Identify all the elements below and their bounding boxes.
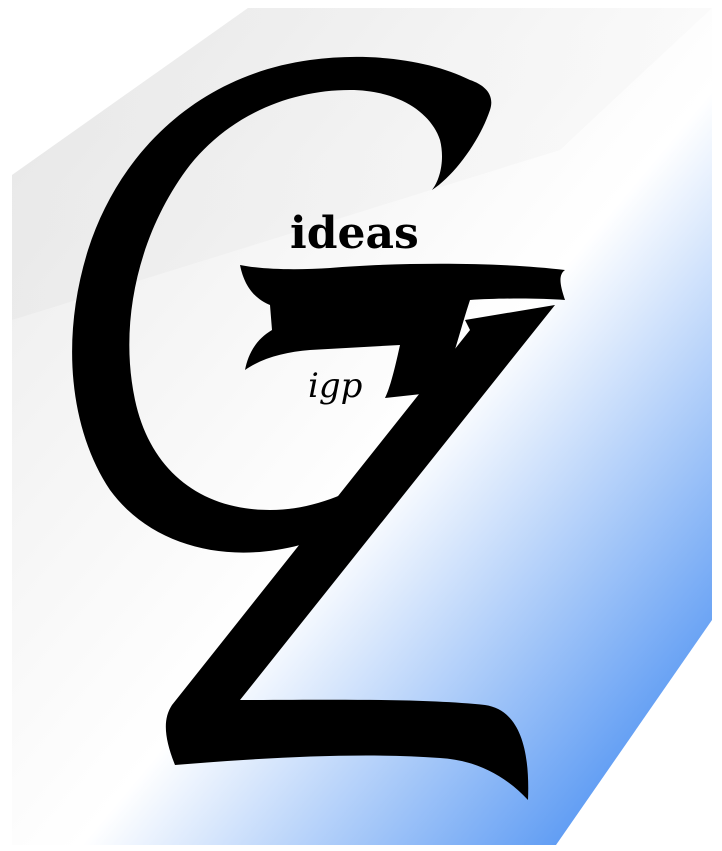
cube-top-bevel-shape bbox=[12, 8, 712, 320]
logo-tagline-text: ideas bbox=[290, 208, 419, 259]
monogram-g-hook-shape bbox=[240, 263, 565, 398]
logo-sub-text: igp bbox=[308, 366, 362, 406]
monogram-g-shape bbox=[72, 56, 492, 553]
monogram-z-shape bbox=[165, 305, 556, 800]
